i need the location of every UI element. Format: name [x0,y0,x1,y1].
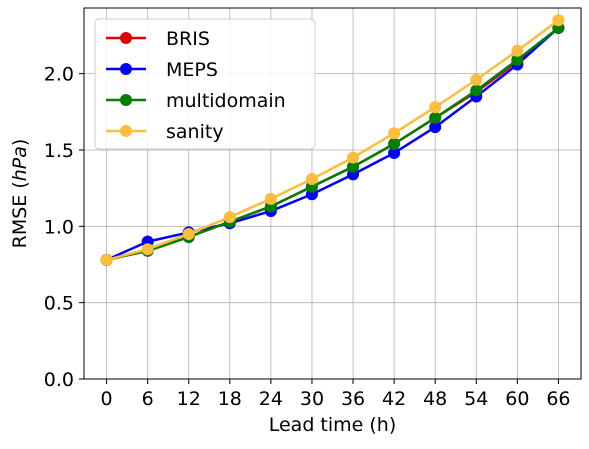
legend-swatch-marker [120,32,132,44]
series-layer [100,14,565,266]
y-axis-label-main: RMSE ( [9,181,31,248]
x-tick-label: 30 [300,388,324,410]
legend-item-multidomain: multidomain [106,90,286,112]
x-tick-label: 24 [259,388,283,410]
y-tick-label: 0.0 [44,369,74,391]
x-tick-label: 48 [423,388,447,410]
series-sanity [100,14,565,266]
data-point [511,44,524,57]
data-point [552,14,565,27]
data-point [100,253,113,266]
x-tick-label: 0 [101,388,113,410]
legend-label: multidomain [166,90,286,112]
data-point [388,147,401,160]
x-tick-label: 12 [177,388,201,410]
legend-item-BRIS: BRIS [106,28,210,50]
y-axis-label-close: ) [9,139,31,146]
data-point [264,192,277,205]
x-tick-label: 42 [382,388,406,410]
x-tick-label: 36 [341,388,365,410]
x-axis-label: Lead time (h) [269,414,397,436]
y-axis-label: RMSE (hPa) [9,139,31,249]
plot-frame [83,7,582,380]
data-point [347,151,360,164]
legend-box [94,18,316,150]
legend-swatch-marker [120,63,132,75]
data-point [429,101,442,114]
data-point [347,160,360,173]
y-tick-label: 1.0 [44,216,74,238]
data-point [511,53,524,66]
series-line [106,19,560,262]
x-tick-label: 6 [142,388,154,410]
series-line [106,26,560,262]
legend-item-sanity: sanity [106,121,224,143]
data-point [388,127,401,140]
data-point [223,211,236,224]
y-tick-label: 1.5 [44,140,74,162]
data-point [470,84,483,97]
data-point [182,227,195,240]
data-point [305,172,318,185]
legend-item-MEPS: MEPS [106,59,218,81]
x-tick-label: 54 [464,388,488,410]
x-tick-label: 18 [218,388,242,410]
legend-label: MEPS [166,59,218,81]
y-tick-label: 2.0 [44,64,74,86]
series-line [106,26,560,262]
data-point [141,243,154,256]
x-tick-label: 66 [546,388,570,410]
legend-label: BRIS [166,28,210,50]
legend: BRIS MEPS multidomain sanity [94,18,316,150]
data-point [388,137,401,150]
legend-label: sanity [166,121,224,143]
axis-ticks: 0 6 12 18 24 30 36 42 48 54 60 66 0.0 0.5 1.0 1.5 2.0 [44,64,571,410]
legend-swatch-marker [120,94,132,106]
data-point [429,121,442,134]
y-axis-label-unit: hPa [9,146,31,181]
legend-swatch-marker [120,125,132,137]
data-point [470,73,483,86]
y-tick-label: 0.5 [44,293,74,315]
x-tick-label: 60 [505,388,529,410]
data-point [429,111,442,124]
